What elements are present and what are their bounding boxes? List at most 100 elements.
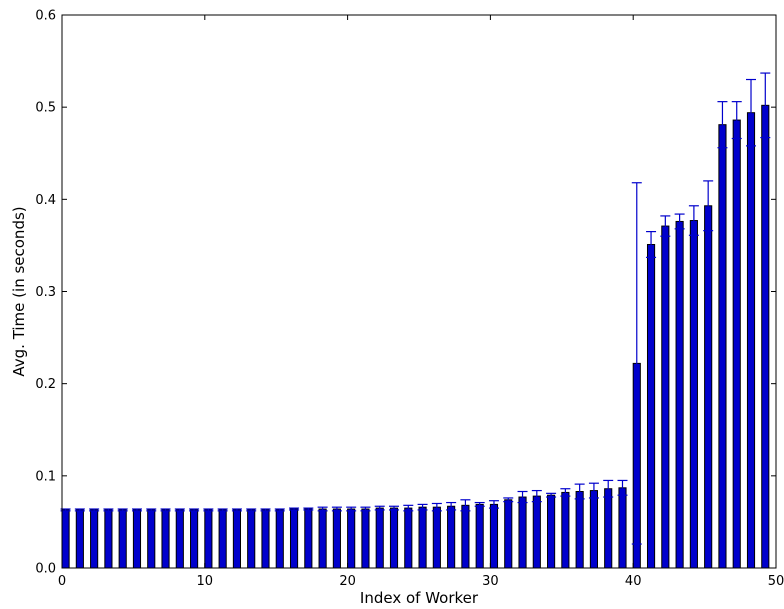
bar: [232, 509, 242, 569]
bar: [518, 496, 527, 569]
x-tick-label: 10: [197, 574, 214, 589]
y-tick-label: 0.6: [35, 9, 56, 24]
error-bar: [546, 492, 557, 498]
bar: [75, 509, 84, 569]
x-tick-label: 40: [625, 574, 642, 589]
error-bar: [160, 508, 171, 512]
error-bar: [417, 503, 428, 511]
bar: [289, 508, 299, 569]
bar: [132, 509, 142, 569]
bar: [104, 509, 113, 569]
bar: [118, 509, 127, 569]
error-bar: [660, 215, 671, 237]
error-bar: [646, 230, 657, 258]
bar: [689, 220, 698, 569]
bar: [547, 494, 556, 569]
error-bar: [174, 508, 185, 512]
bar: [375, 507, 384, 569]
error-bar: [674, 213, 685, 230]
x-axis-label: Index of Worker: [360, 589, 479, 607]
bar: [332, 508, 341, 569]
error-bar: [103, 508, 114, 512]
bar: [261, 509, 270, 569]
bar: [175, 509, 184, 569]
y-tick-label: 0.1: [35, 469, 56, 484]
bar: [732, 119, 741, 569]
bar: [575, 491, 584, 569]
bar: [718, 124, 727, 569]
bar: [589, 490, 598, 569]
error-bar: [89, 508, 100, 512]
x-tick-label: 30: [482, 574, 499, 589]
error-bar: [389, 505, 400, 511]
bar: [90, 509, 99, 569]
error-bar: [474, 501, 485, 507]
error-bar: [588, 482, 599, 499]
error-bar: [703, 180, 714, 232]
error-bar: [203, 508, 214, 512]
bar: [61, 509, 70, 569]
x-tick-label: 20: [339, 574, 356, 589]
bar: [604, 488, 613, 569]
error-bar: [317, 506, 328, 512]
bar: [418, 506, 427, 569]
bar: [347, 508, 356, 569]
y-tick-label: 0.2: [35, 377, 56, 392]
error-bar: [488, 500, 499, 509]
bar: [318, 508, 327, 569]
bar: [504, 499, 513, 569]
bar: [275, 509, 284, 569]
y-tick-label: 0.5: [35, 101, 56, 116]
error-bar: [217, 508, 228, 512]
error-bar: [574, 483, 585, 500]
bar: [489, 503, 499, 569]
error-bar: [403, 504, 414, 512]
error-bar: [431, 502, 442, 512]
y-tick-label: 0.0: [35, 562, 56, 577]
error-bar: [731, 101, 742, 140]
bar: [447, 505, 456, 569]
bar: [361, 508, 370, 569]
y-axis-ticks: 0.0 0.1 0.2 0.3 0.4 0.5 0.6: [35, 9, 776, 577]
error-bar: [117, 508, 128, 512]
error-bar: [617, 479, 628, 496]
bar: [190, 509, 199, 569]
bar: [761, 104, 770, 569]
error-bar: [303, 507, 314, 511]
error-bar: [603, 479, 614, 498]
bar: [661, 225, 670, 569]
error-bar: [746, 78, 757, 147]
bar: [461, 504, 470, 569]
error-bar: [189, 508, 200, 512]
bar: [404, 507, 413, 569]
bar: [147, 509, 156, 569]
error-bar: [688, 205, 699, 236]
y-tick-label: 0.4: [35, 193, 56, 208]
error-bar: [531, 489, 542, 503]
bar: [746, 112, 756, 569]
error-bar: [246, 508, 257, 512]
error-bar: [331, 506, 342, 512]
error-bar: [717, 101, 728, 149]
bar: [204, 509, 213, 569]
bar: [618, 487, 627, 569]
x-axis-ticks: 0 10 20 30 40 50: [58, 15, 784, 589]
bar: [704, 205, 713, 569]
y-tick-label: 0.3: [35, 285, 56, 300]
bar: [432, 506, 441, 569]
error-bar: [274, 508, 285, 512]
bar: [646, 243, 656, 569]
x-tick-label: 0: [58, 574, 66, 589]
error-bar: [631, 182, 642, 545]
bars-group: [61, 104, 770, 569]
error-bar: [517, 490, 528, 504]
error-bars-group: [60, 72, 771, 545]
bar: [218, 509, 227, 569]
bar: [161, 509, 170, 569]
error-bar: [460, 499, 471, 512]
error-bar: [131, 508, 142, 512]
y-axis-label: Avg. Time (in seconds): [10, 206, 28, 376]
error-bar: [503, 497, 514, 503]
x-tick-label: 50: [768, 574, 784, 589]
